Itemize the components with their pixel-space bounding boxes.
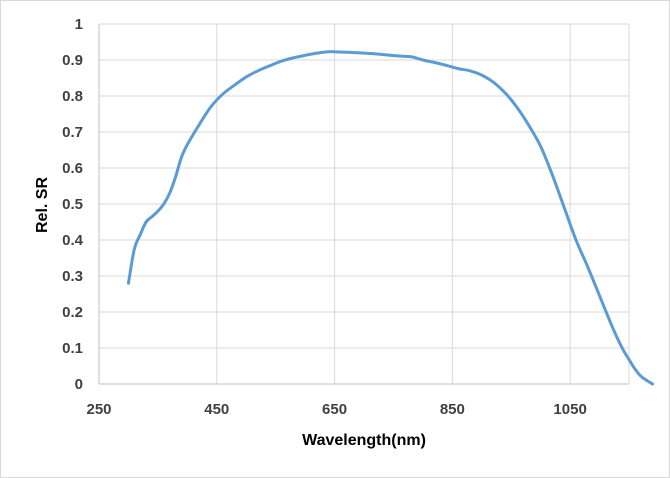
y-tick-label: 0.4 [62, 232, 84, 249]
y-tick-label: 0.3 [62, 268, 83, 285]
y-tick-labels: 0 0.1 0.2 0.3 0.4 0.5 0.6 0.7 0.8 0.9 1 [62, 16, 84, 393]
x-tick-label: 450 [204, 401, 229, 418]
x-axis-title: Wavelength(nm) [302, 432, 426, 449]
horizontal-gridlines [99, 23, 629, 349]
x-tick-label: 1050 [553, 401, 586, 418]
x-tick-label: 850 [440, 401, 465, 418]
series-layer [126, 50, 655, 386]
x-tick-labels: 250 450 650 850 1050 [86, 401, 586, 418]
y-tick-label: 0.5 [62, 196, 83, 213]
y-tick-label: 0.7 [62, 124, 83, 141]
y-axis-title: Rel. SR [34, 177, 51, 233]
x-tick-label: 650 [322, 401, 347, 418]
y-tick-label: 0.6 [62, 160, 83, 177]
series-line [126, 50, 655, 386]
y-tick-label: 0.8 [62, 88, 83, 105]
axis-lines [98, 24, 629, 385]
y-tick-label: 0.2 [62, 304, 83, 321]
y-tick-label: 0.1 [62, 340, 83, 357]
x-tick-label: 250 [86, 401, 111, 418]
y-tick-label: 0 [75, 376, 83, 393]
y-tick-label: 1 [75, 16, 83, 33]
y-tick-label: 0.9 [62, 52, 83, 69]
